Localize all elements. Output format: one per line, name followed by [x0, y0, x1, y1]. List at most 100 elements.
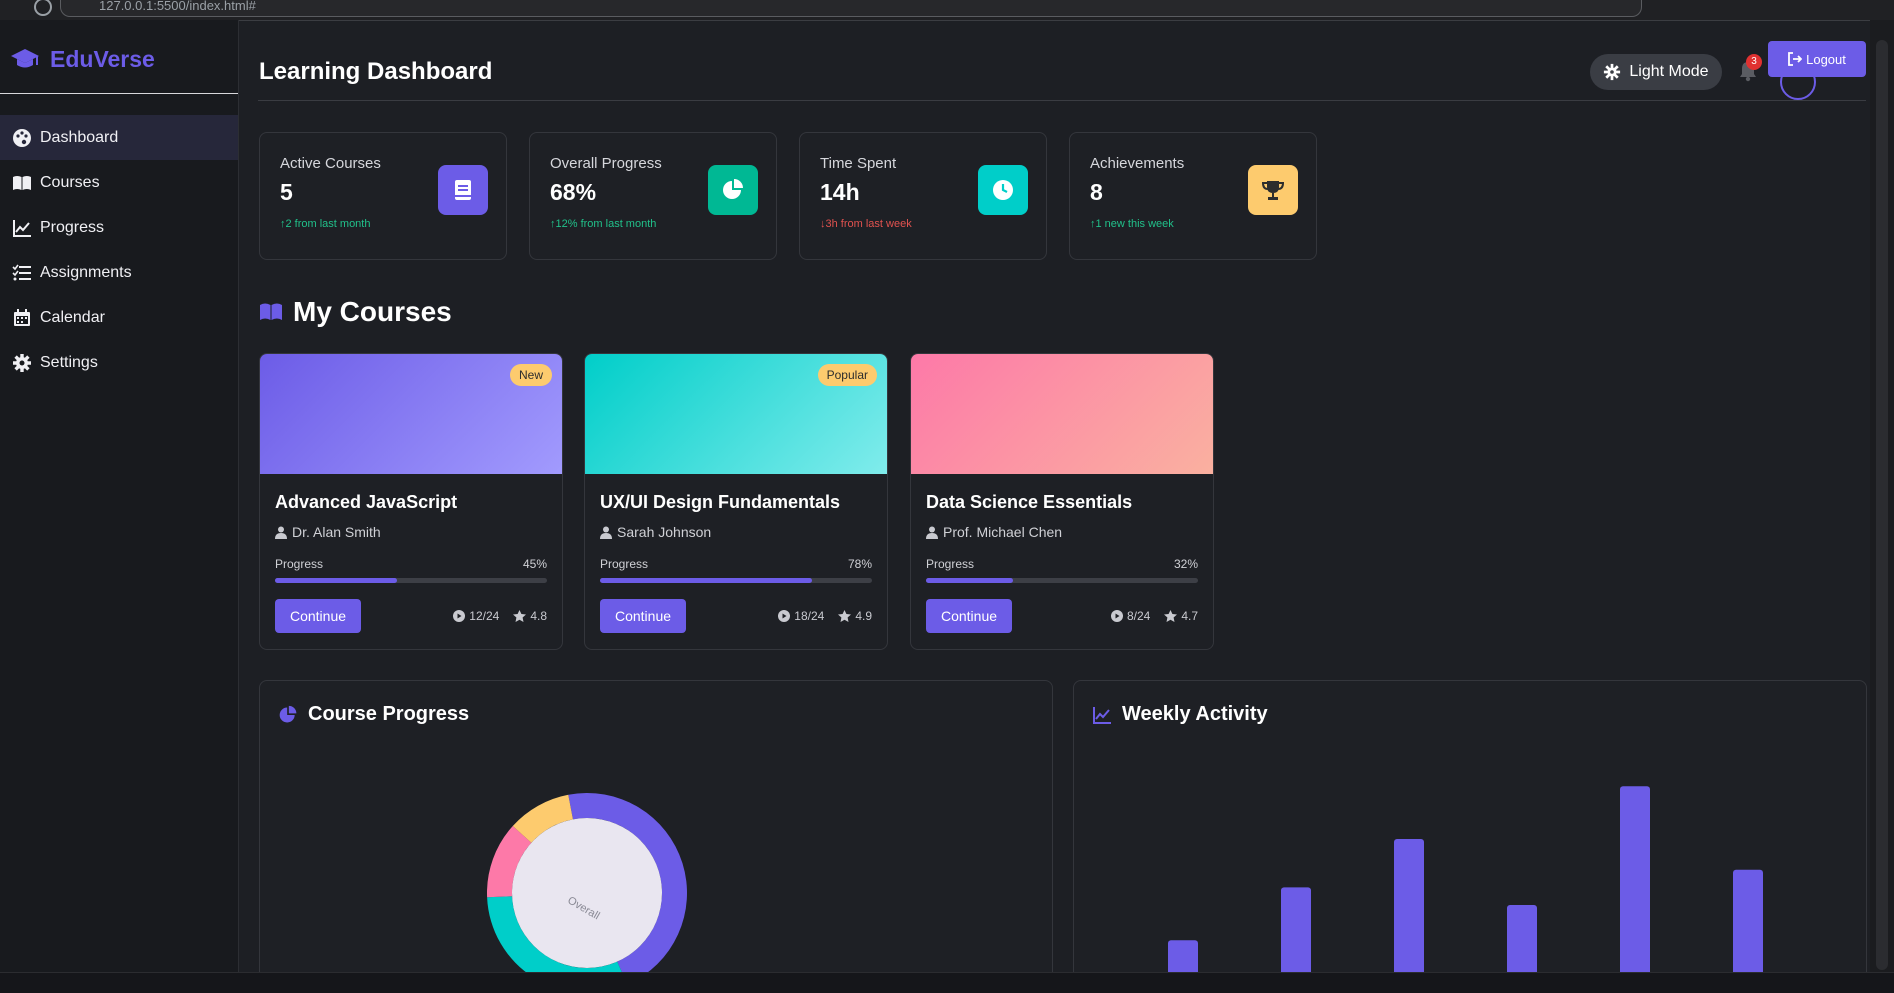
star-icon	[838, 610, 852, 622]
donut-slice[interactable]	[512, 794, 573, 843]
clock-icon	[978, 165, 1028, 215]
stat-delta: ↓3h from last week	[820, 218, 912, 230]
sidebar-item-label: Calendar	[40, 308, 105, 326]
lessons-count: 12/24	[469, 609, 500, 623]
user-icon	[600, 526, 612, 539]
star-icon	[1164, 610, 1178, 622]
sidebar: EduVerse Dashboard Courses Progress Assi…	[0, 20, 239, 972]
donut-slice[interactable]	[487, 825, 532, 898]
course-card-ux-ui-design[interactable]: Popular UX/UI Design Fundamentals Sarah …	[584, 353, 888, 650]
stat-delta: ↑2 from last month	[280, 218, 371, 230]
panel-title-text: Weekly Activity	[1122, 703, 1268, 725]
progress-bar	[275, 578, 547, 583]
progress-fill	[926, 578, 1014, 583]
activity-bar[interactable]	[1394, 839, 1424, 992]
sidebar-item-assignments[interactable]: Assignments	[0, 250, 238, 295]
sidebar-item-label: Progress	[40, 218, 105, 236]
stat-label: Overall Progress	[550, 155, 662, 172]
logout-button[interactable]: Logout	[1768, 41, 1866, 77]
sidebar-item-label: Dashboard	[40, 128, 119, 146]
course-meta: 12/24 4.8	[453, 609, 547, 623]
sidebar-item-courses[interactable]: Courses	[0, 160, 238, 205]
course-banner	[911, 354, 1213, 474]
stat-delta: ↑12% from last month	[550, 218, 657, 230]
activity-bar[interactable]	[1281, 887, 1311, 992]
header-divider	[258, 100, 1866, 101]
course-card-data-science[interactable]: Data Science Essentials Prof. Michael Ch…	[910, 353, 1214, 650]
course-rating: 4.7	[1181, 609, 1198, 623]
address-bar[interactable]: 127.0.0.1:5500/index.html#	[60, 0, 1642, 17]
course-rating: 4.9	[855, 609, 872, 623]
course-instructor: Sarah Johnson	[600, 524, 711, 540]
continue-button[interactable]: Continue	[926, 599, 1012, 633]
stat-value: 8	[1090, 179, 1103, 205]
course-title: Data Science Essentials	[926, 492, 1133, 512]
panel-title: Weekly Activity	[1092, 703, 1268, 726]
palette-icon	[13, 128, 31, 147]
donut-slice[interactable]	[568, 793, 687, 985]
course-progress-donut: Overall	[487, 793, 687, 992]
play-circle-icon	[778, 610, 791, 622]
progress-fill	[600, 578, 813, 583]
user-icon	[926, 526, 938, 539]
page-title: Learning Dashboard	[259, 58, 493, 85]
course-card-advanced-javascript[interactable]: New Advanced JavaScript Dr. Alan Smith P…	[259, 353, 563, 650]
progress-label: Progress	[926, 557, 975, 571]
notification-badge: 3	[1746, 54, 1762, 70]
activity-bar[interactable]	[1507, 905, 1537, 992]
brand-logo[interactable]: EduVerse	[10, 44, 155, 74]
play-circle-icon	[1110, 610, 1123, 622]
donut-center	[512, 818, 662, 968]
lessons-count: 18/24	[794, 609, 825, 623]
chart-line-icon	[13, 219, 31, 237]
course-instructor: Prof. Michael Chen	[926, 524, 1062, 540]
scrollbar-thumb[interactable]	[1876, 40, 1888, 970]
brand-divider	[0, 93, 238, 94]
continue-button[interactable]: Continue	[275, 599, 361, 633]
weekly-activity-chart	[1168, 786, 1763, 992]
course-title: Advanced JavaScript	[275, 492, 458, 512]
progress-value: 78%	[847, 557, 872, 571]
page-scrollbar[interactable]	[1870, 20, 1894, 972]
stat-label: Active Courses	[280, 155, 381, 172]
os-taskbar	[0, 972, 1894, 993]
continue-button[interactable]: Continue	[600, 599, 686, 633]
donut-slice[interactable]	[487, 896, 628, 992]
sidebar-item-progress[interactable]: Progress	[0, 205, 238, 250]
course-badge: New	[509, 364, 552, 386]
pie-chart-icon	[279, 705, 297, 722]
trophy-icon	[1248, 165, 1298, 215]
progress-fill	[275, 578, 398, 583]
reload-icon[interactable]	[34, 0, 52, 16]
stat-value: 5	[280, 179, 293, 205]
stat-label: Achievements	[1090, 155, 1185, 172]
sidebar-item-dashboard[interactable]: Dashboard	[0, 115, 238, 160]
activity-bar[interactable]	[1733, 869, 1763, 992]
main-content: Learning Dashboard Light Mode 3 Logout A…	[258, 20, 1868, 992]
progress-value: 32%	[1173, 557, 1198, 571]
light-mode-toggle[interactable]: Light Mode	[1590, 54, 1722, 90]
course-instructor: Dr. Alan Smith	[275, 524, 381, 540]
stat-card-overall-progress: Overall Progress 68% ↑12% from last mont…	[529, 132, 777, 260]
course-rating: 4.8	[530, 609, 547, 623]
course-meta: 8/24 4.7	[1110, 609, 1198, 623]
stat-delta: ↑1 new this week	[1090, 218, 1174, 230]
stat-value: 14h	[820, 179, 860, 205]
my-courses-heading: My Courses	[259, 296, 452, 328]
lessons-count: 8/24	[1126, 609, 1151, 623]
sign-out-icon	[1788, 52, 1803, 66]
light-mode-label: Light Mode	[1629, 63, 1709, 80]
sidebar-item-settings[interactable]: Settings	[0, 340, 238, 385]
book-open-icon	[13, 175, 31, 190]
sidebar-item-label: Courses	[40, 173, 100, 191]
instructor-name: Dr. Alan Smith	[292, 524, 381, 540]
instructor-name: Prof. Michael Chen	[943, 524, 1063, 540]
course-meta: 18/24 4.9	[778, 609, 872, 623]
activity-bar[interactable]	[1620, 786, 1650, 992]
progress-label: Progress	[600, 557, 649, 571]
section-title-text: My Courses	[293, 296, 452, 327]
course-title: UX/UI Design Fundamentals	[600, 492, 841, 512]
play-circle-icon	[453, 610, 466, 622]
sidebar-item-calendar[interactable]: Calendar	[0, 295, 238, 340]
pie-chart-icon	[708, 165, 758, 215]
